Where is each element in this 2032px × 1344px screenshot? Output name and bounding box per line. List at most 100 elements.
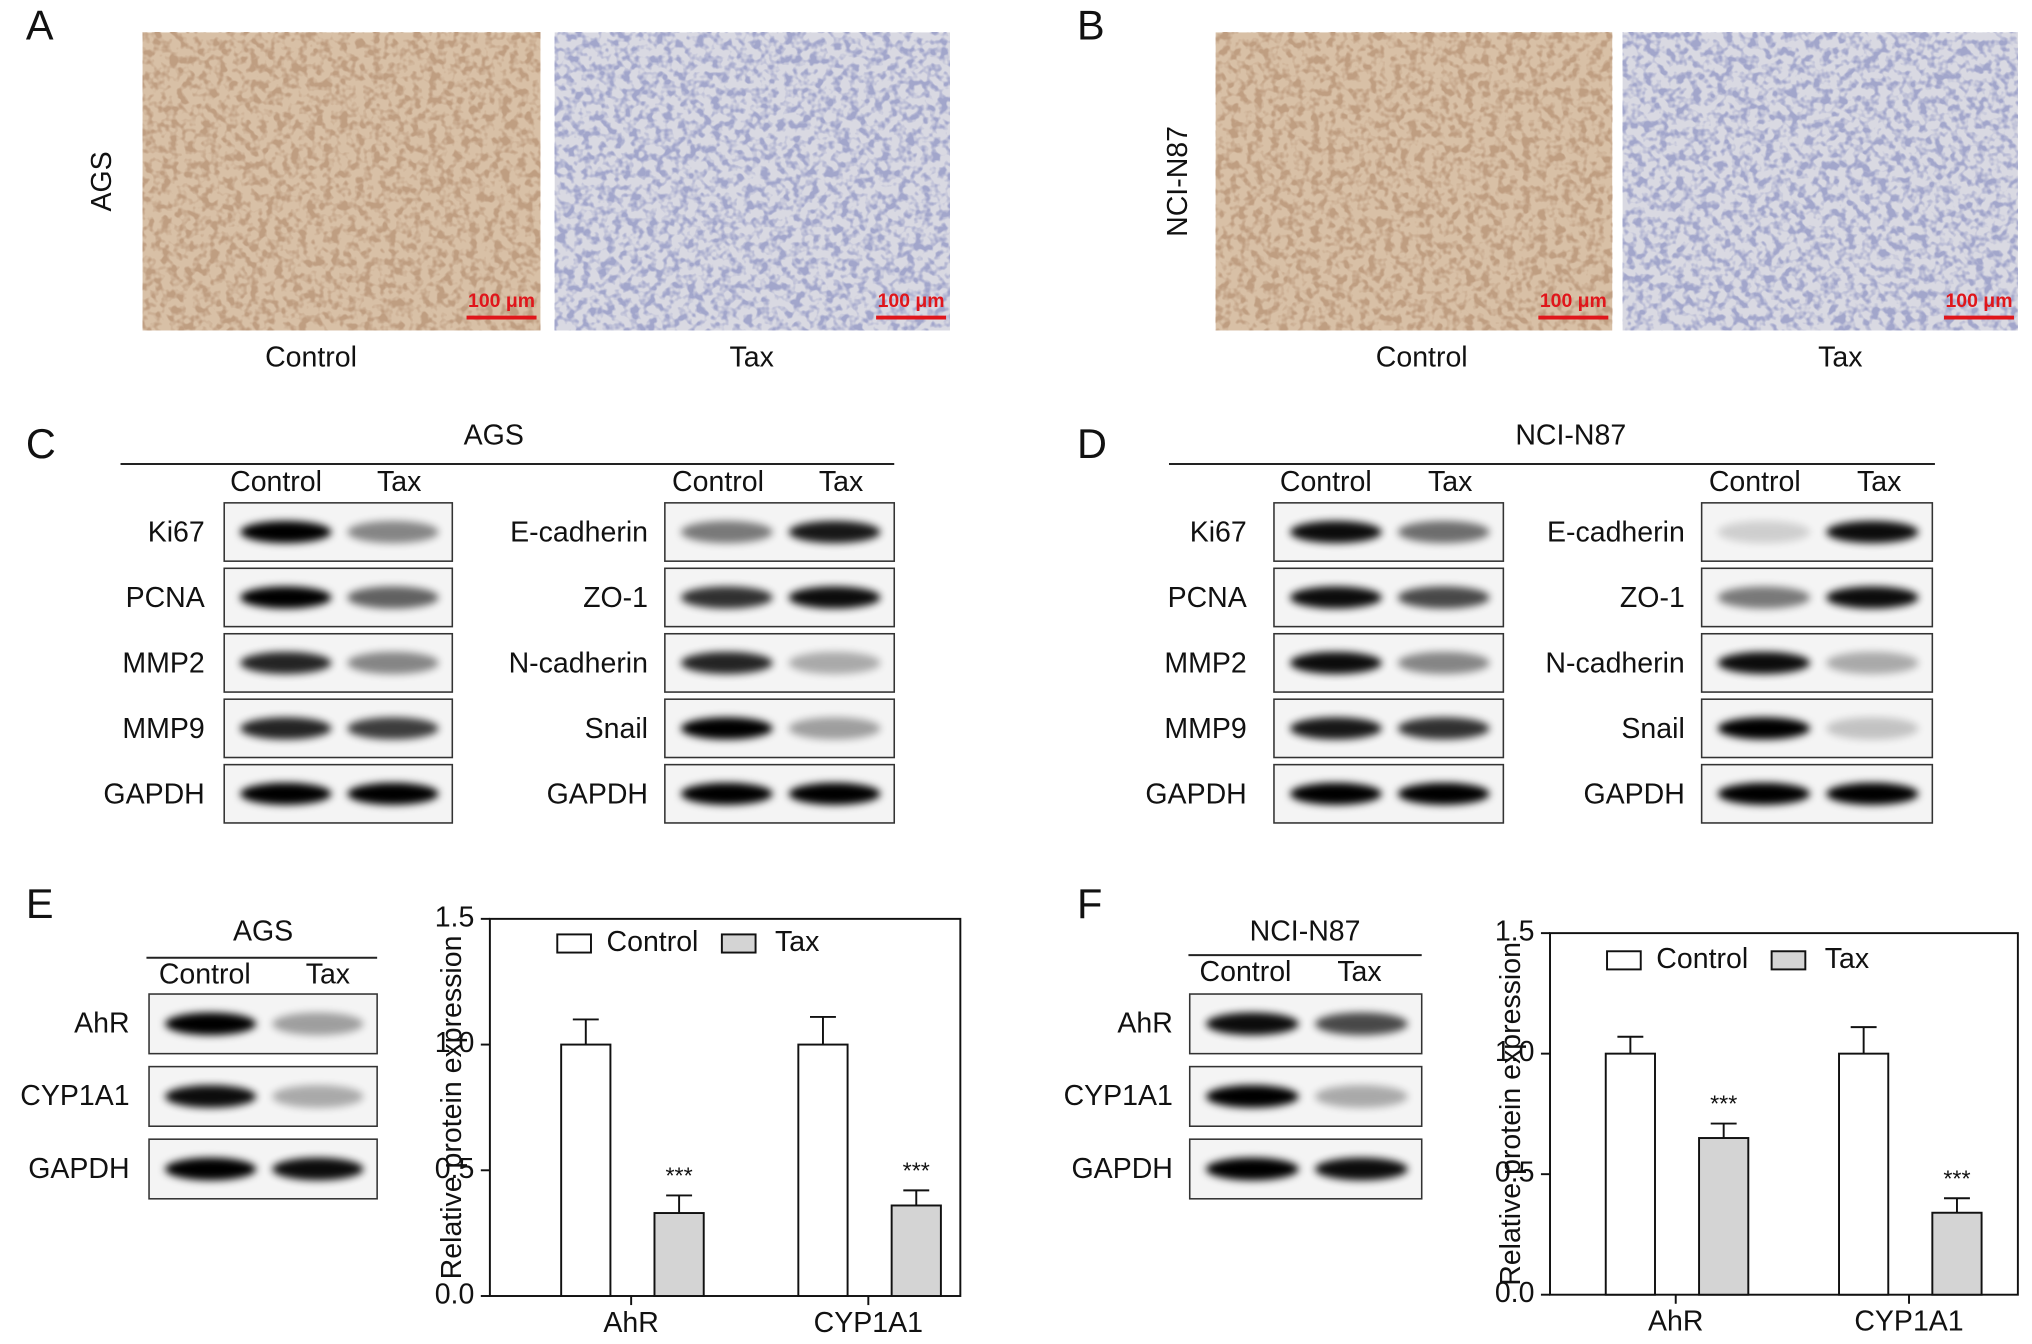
blot-band: [1290, 651, 1382, 674]
y-tick-label: 0.5: [435, 1153, 475, 1185]
blot-band: [1826, 586, 1919, 609]
blot-band: [680, 651, 773, 674]
group-label: Tax: [306, 958, 350, 990]
y-tick-label: 1.0: [435, 1027, 475, 1059]
group-label: Control: [672, 466, 764, 498]
protein-label: PCNA: [1168, 582, 1247, 614]
bar: [1698, 1137, 1750, 1296]
blot-band: [1314, 1012, 1408, 1036]
blot-band: [1290, 586, 1382, 609]
significance: ***: [903, 1157, 930, 1183]
legend-label: Tax: [1825, 943, 1869, 975]
blot-band: [347, 651, 439, 674]
protein-label: Ki67: [148, 516, 205, 548]
x-tick-label: AhR: [1648, 1306, 1703, 1338]
y-tick-label: 0.0: [435, 1279, 475, 1311]
group-label: Tax: [1337, 956, 1381, 988]
blot-band: [272, 1012, 364, 1036]
plot-frame: [488, 917, 962, 1297]
blot-band: [1717, 586, 1811, 609]
blot-band: [272, 1085, 364, 1108]
group-label: Tax: [377, 466, 421, 498]
protein-label: MMP2: [1164, 647, 1246, 679]
panel-letter: E: [26, 880, 54, 927]
blot-band: [240, 782, 332, 805]
y-tick-label: 1.0: [1495, 1036, 1535, 1068]
histology-texture: [1215, 32, 1613, 331]
y-axis-title: Relative protein expression: [436, 936, 468, 1280]
group-label: Tax: [730, 342, 774, 374]
group-label: Tax: [1428, 466, 1472, 498]
blot-band: [1717, 651, 1811, 674]
x-tick-label: CYP1A1: [814, 1307, 923, 1339]
protein-label: Snail: [585, 713, 648, 745]
legend-label: Control: [1656, 943, 1748, 975]
blot-band: [788, 782, 881, 805]
blot-band: [1397, 586, 1490, 609]
panel-letter: C: [26, 420, 56, 467]
group-label: Control: [1709, 466, 1801, 498]
blot-band: [347, 782, 439, 805]
group-label: Control: [159, 958, 251, 990]
blot-band: [1717, 520, 1811, 544]
legend-swatch: [1770, 950, 1807, 971]
legend-label: Control: [607, 926, 699, 958]
protein-label: MMP9: [1164, 713, 1246, 745]
bar: [797, 1043, 849, 1297]
protein-label: N-cadherin: [1545, 647, 1684, 679]
row-label: AGS: [86, 151, 118, 211]
y-tick-label: 1.5: [435, 901, 475, 933]
bar: [890, 1204, 942, 1297]
panel-letter: F: [1077, 880, 1102, 927]
blot-band: [788, 717, 881, 740]
bar: [1931, 1211, 1983, 1296]
blot-band: [347, 717, 439, 740]
group-label: Control: [1376, 342, 1468, 374]
scale-bar-label: 100 μm: [468, 290, 535, 312]
protein-label: Snail: [1621, 713, 1684, 745]
blot-band: [1717, 782, 1811, 805]
blot-band: [788, 520, 881, 544]
y-tick-label: 0.5: [1495, 1157, 1535, 1189]
protein-label: Ki67: [1190, 516, 1247, 548]
protein-label: CYP1A1: [1064, 1080, 1173, 1112]
blot-band: [680, 717, 773, 740]
blot-band: [165, 1157, 257, 1181]
legend-label: Tax: [775, 926, 819, 958]
group-label: Tax: [1818, 342, 1862, 374]
protein-label: ZO-1: [583, 582, 648, 614]
blot-band: [1205, 1157, 1299, 1181]
protein-label: GAPDH: [103, 778, 204, 810]
plot-frame: [1549, 932, 2019, 1296]
blot-band: [347, 586, 439, 609]
scale-bar-label: 100 μm: [1945, 290, 2012, 312]
group-label: Control: [1200, 956, 1292, 988]
blot-band: [1205, 1085, 1299, 1108]
blot-band: [272, 1157, 364, 1181]
protein-label: GAPDH: [1145, 778, 1246, 810]
cell-line-title: AGS: [233, 916, 293, 948]
protein-label: ZO-1: [1620, 582, 1685, 614]
blot-band: [1826, 782, 1919, 805]
protein-label: N-cadherin: [509, 647, 648, 679]
significance: ***: [665, 1162, 692, 1188]
group-label: Tax: [819, 466, 863, 498]
blot-band: [240, 717, 332, 740]
x-tick-label: AhR: [603, 1307, 658, 1339]
y-tick-label: 0.0: [1495, 1277, 1535, 1309]
blot-band: [1290, 520, 1382, 544]
row-label: NCI-N87: [1162, 126, 1194, 237]
protein-label: CYP1A1: [20, 1080, 129, 1112]
protein-label: AhR: [74, 1008, 129, 1040]
protein-label: MMP9: [122, 713, 204, 745]
panel-letter: D: [1077, 420, 1107, 467]
protein-label: GAPDH: [1072, 1153, 1173, 1185]
y-axis-title: Relative protein expression: [1495, 942, 1527, 1286]
protein-label: GAPDH: [1583, 778, 1684, 810]
group-label: Tax: [1857, 466, 1901, 498]
x-tick-label: CYP1A1: [1854, 1306, 1963, 1338]
blot-band: [1397, 651, 1490, 674]
blot-band: [1397, 520, 1490, 544]
